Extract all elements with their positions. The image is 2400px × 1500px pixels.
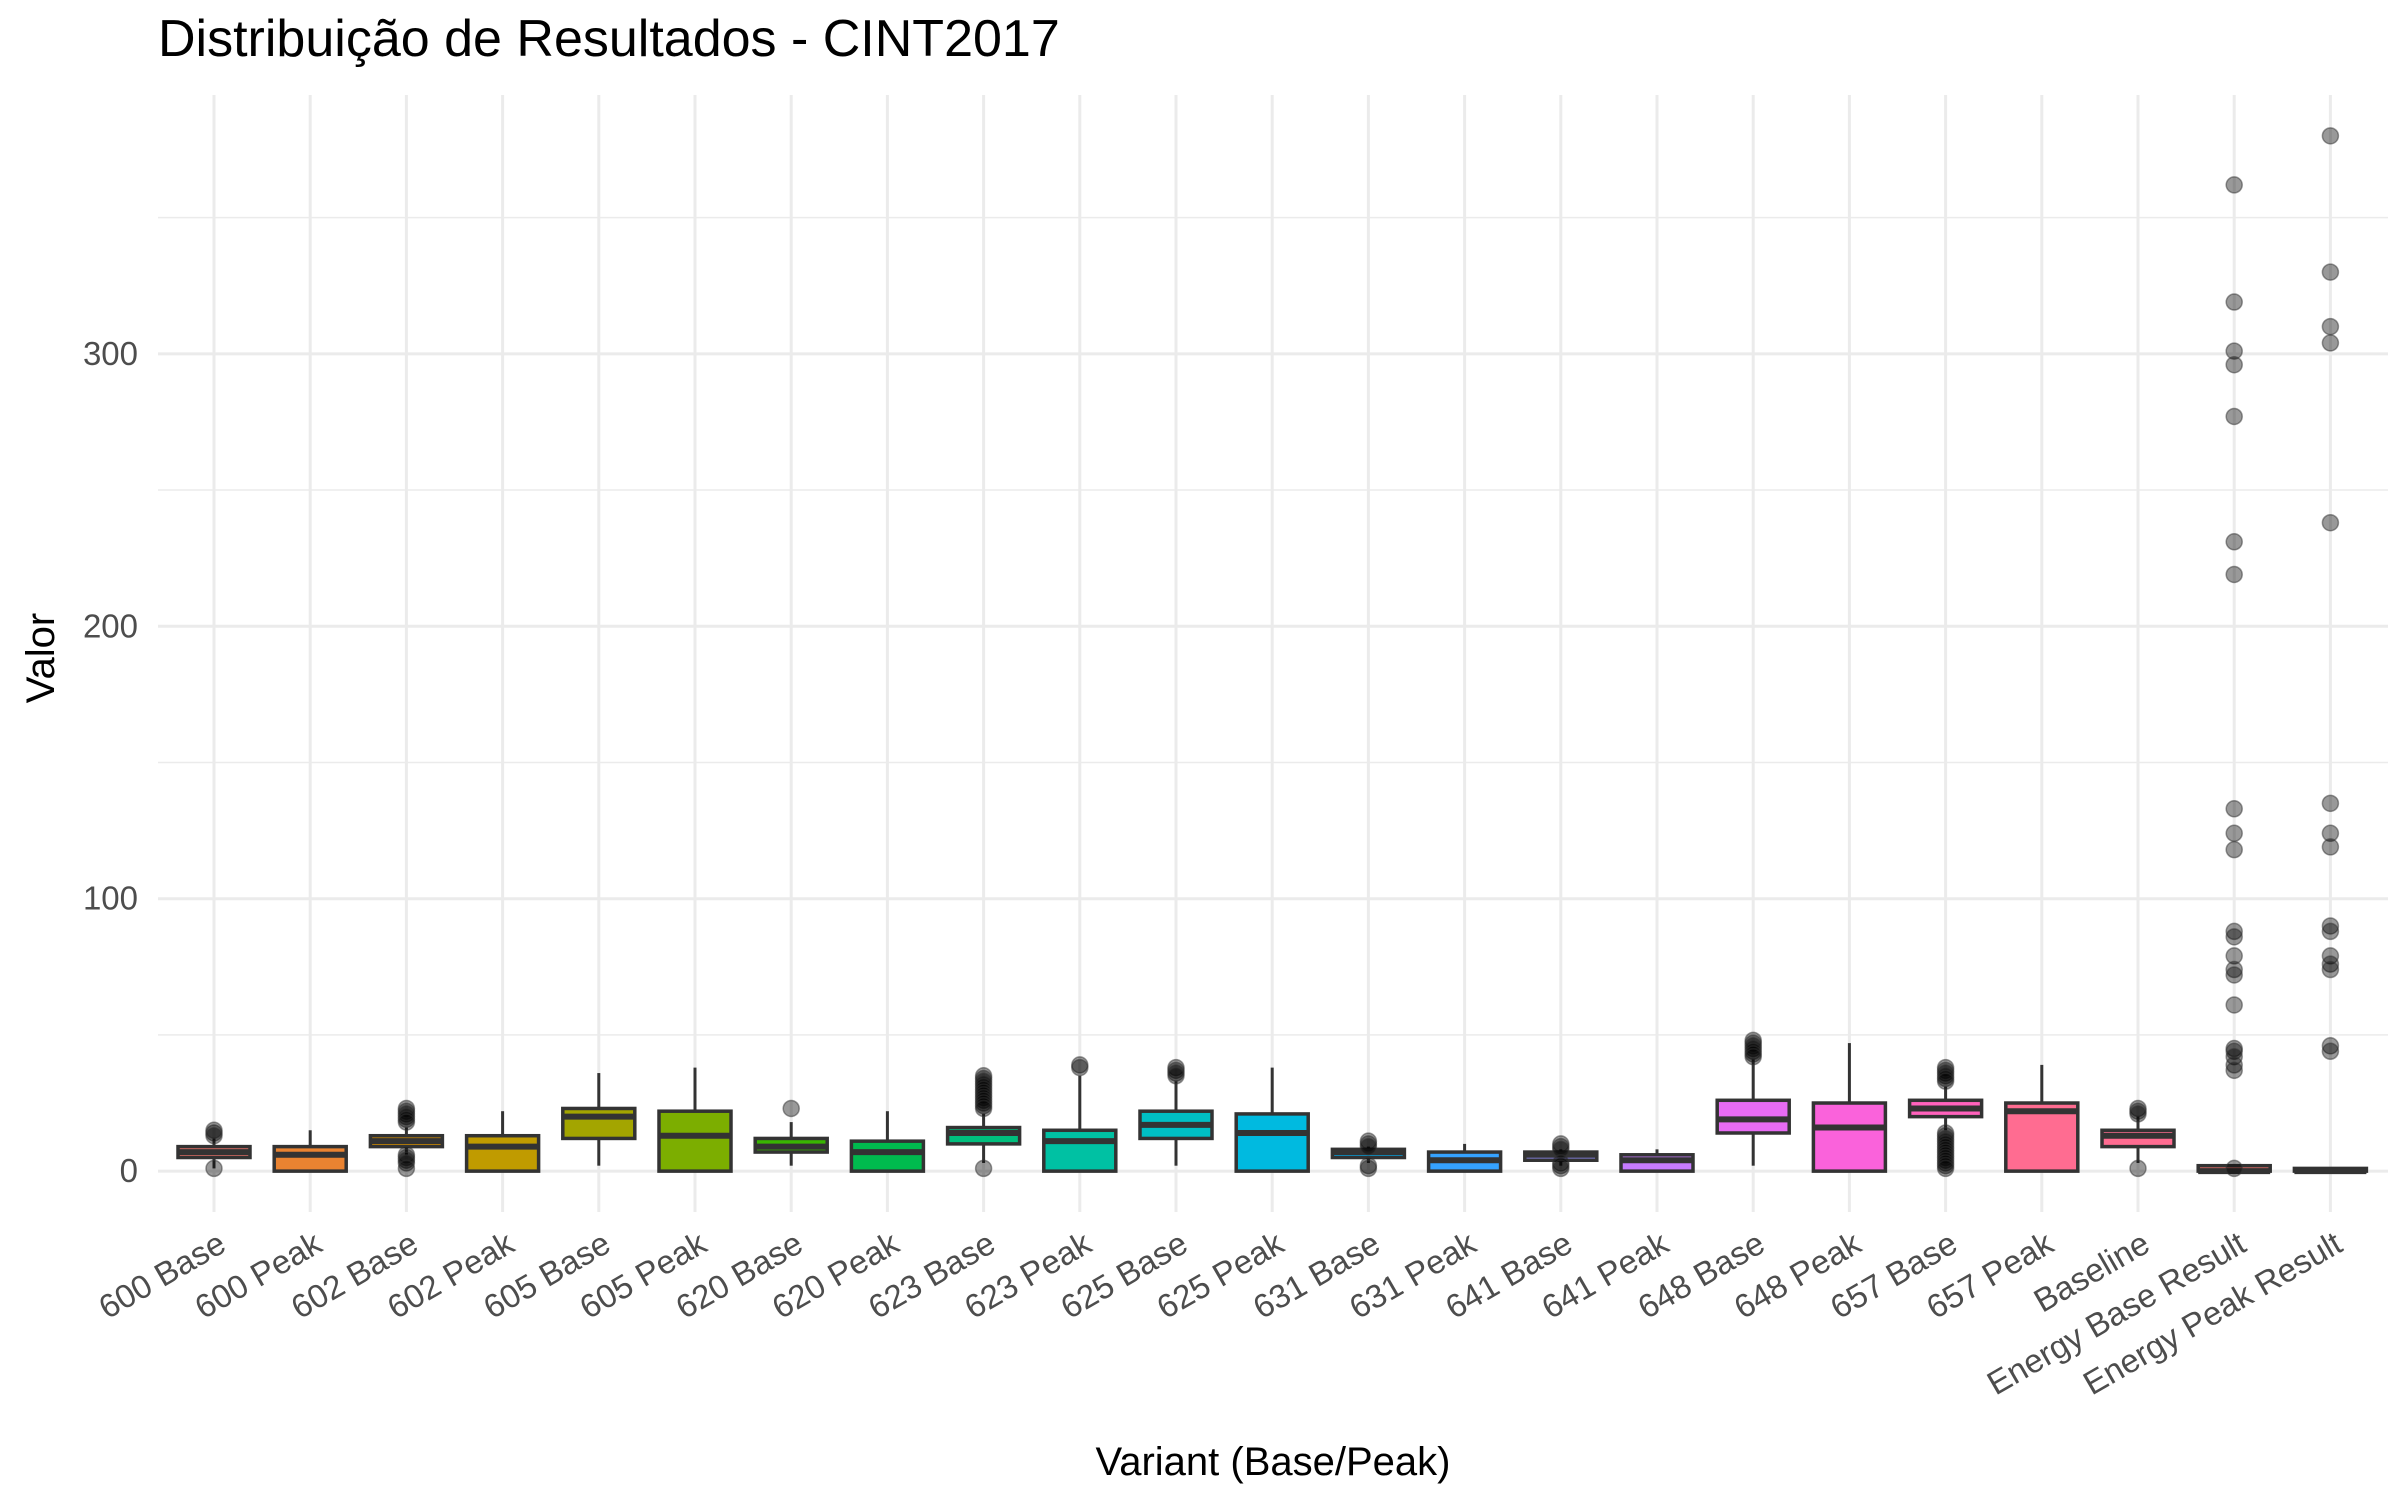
outlier-point — [2225, 824, 2243, 843]
box-group — [176, 1121, 252, 1178]
box-group — [1811, 1043, 1888, 1173]
outlier-point — [2225, 565, 2243, 584]
outlier-point — [2321, 922, 2340, 941]
y-tick-label: 200 — [83, 607, 138, 644]
box-group — [1523, 1135, 1599, 1178]
outlier-point — [2225, 800, 2243, 818]
box-group — [561, 1073, 637, 1166]
outlier-point — [1936, 1159, 1955, 1178]
outlier-point — [397, 1159, 416, 1178]
box-group — [2196, 176, 2272, 1178]
outlier-point — [2321, 838, 2340, 856]
outlier-point — [2321, 955, 2340, 973]
grid — [158, 95, 2388, 1212]
outlier-point — [2321, 317, 2340, 336]
boxes — [176, 127, 2369, 1178]
box-group — [272, 1130, 348, 1173]
box-group — [1138, 1058, 1214, 1166]
box-group — [1330, 1132, 1407, 1178]
outlier-point — [205, 1126, 223, 1145]
box-group — [1426, 1143, 1503, 1173]
outlier-point — [2321, 127, 2340, 145]
outlier-point — [2225, 533, 2243, 551]
box-group — [1042, 1056, 1118, 1173]
y-tick-label: 100 — [83, 880, 138, 917]
outlier-point — [2225, 407, 2243, 426]
y-tick-label: 0 — [120, 1152, 138, 1189]
outlier-point — [2321, 513, 2340, 532]
outlier-point — [2225, 1159, 2243, 1178]
outlier-point — [1552, 1159, 1570, 1178]
box — [1811, 1101, 1888, 1173]
outlier-point — [782, 1099, 800, 1118]
box-group — [849, 1111, 926, 1173]
outlier-point — [2225, 947, 2243, 965]
box — [1234, 1112, 1310, 1173]
outlier-point — [2321, 960, 2340, 979]
outlier-point — [974, 1099, 993, 1118]
outlier-point — [1167, 1067, 1185, 1085]
box — [561, 1106, 637, 1141]
outlier-point — [2129, 1159, 2147, 1178]
outlier-point — [1071, 1058, 1089, 1077]
outlier-point — [2225, 996, 2243, 1014]
box — [849, 1139, 926, 1173]
outlier-point — [2321, 334, 2340, 352]
box-group — [1619, 1149, 1695, 1173]
box-group — [2100, 1099, 2176, 1178]
outlier-point — [2225, 966, 2243, 984]
box-group — [2004, 1064, 2080, 1173]
box-group — [368, 1099, 445, 1178]
outlier-point — [1744, 1047, 1762, 1066]
outlier-point — [2225, 928, 2243, 946]
box-group — [1715, 1031, 1791, 1166]
outlier-point — [2225, 176, 2243, 194]
box-group — [1907, 1058, 1984, 1178]
box-group — [464, 1111, 541, 1173]
outlier-point — [2225, 1056, 2243, 1074]
outlier-point — [2321, 263, 2340, 281]
outlier-point — [205, 1121, 223, 1140]
y-tick-label: 300 — [83, 335, 138, 372]
outlier-point — [397, 1154, 416, 1172]
outlier-point — [2321, 824, 2340, 843]
y-axis-ticks: 0 100 200 300 — [83, 335, 138, 1189]
outlier-point — [2225, 960, 2243, 979]
outlier-point — [2225, 293, 2243, 311]
outlier-point — [205, 1159, 223, 1178]
outlier-point — [2321, 1037, 2340, 1055]
box-group — [2292, 127, 2369, 1175]
box — [464, 1133, 541, 1173]
box-group — [657, 1067, 733, 1173]
box-group — [753, 1099, 829, 1166]
outlier-point — [397, 1113, 416, 1131]
box — [1042, 1128, 1118, 1173]
outlier-point — [1936, 1072, 1955, 1090]
outlier-point — [2129, 1105, 2147, 1123]
box-group — [1234, 1067, 1310, 1173]
outlier-point — [2225, 840, 2243, 859]
y-axis-title: Valor — [19, 613, 63, 703]
outlier-point — [2225, 355, 2243, 374]
outlier-point — [1359, 1159, 1378, 1178]
outlier-point — [2225, 922, 2243, 941]
outlier-point — [2321, 1042, 2340, 1061]
outlier-point — [2321, 794, 2340, 813]
outlier-point — [2225, 1061, 2243, 1080]
outlier-point — [1359, 1137, 1378, 1156]
box — [2004, 1101, 2080, 1173]
outlier-point — [974, 1159, 993, 1178]
box-group — [945, 1067, 1022, 1178]
chart-title: Distribuição de Resultados - CINT2017 — [158, 10, 1060, 68]
box — [272, 1144, 348, 1173]
x-axis-title: Variant (Base/Peak) — [1096, 1440, 1451, 1484]
outlier-point — [2321, 917, 2340, 935]
outlier-point — [2225, 1042, 2243, 1061]
box — [657, 1109, 733, 1173]
outlier-point — [2225, 342, 2243, 360]
